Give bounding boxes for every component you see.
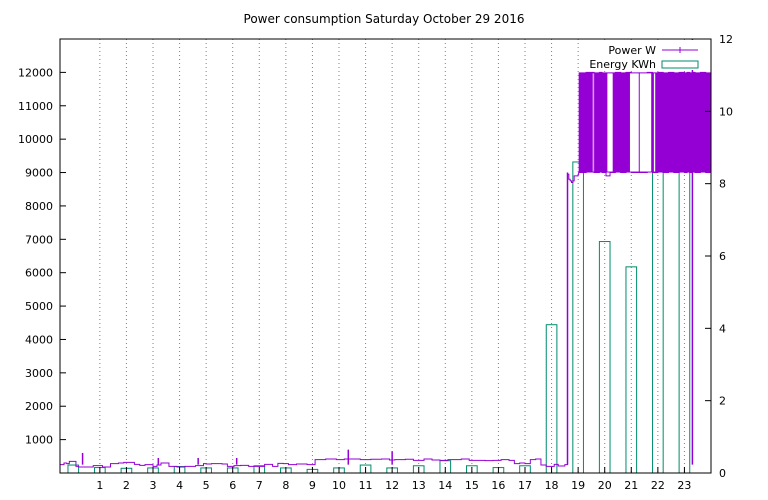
power-band-gap: [629, 73, 652, 172]
x-tick-label: 17: [518, 479, 532, 492]
y-right-tick-label: 0: [719, 467, 726, 480]
x-tick-label: 16: [491, 479, 505, 492]
x-tick-label: 6: [229, 479, 236, 492]
x-tick-label: 13: [412, 479, 426, 492]
y-left-tick-label: 10000: [18, 133, 53, 146]
energy-bar: [572, 161, 584, 474]
x-tick-label: 11: [359, 479, 373, 492]
y-right-tick-label: 2: [719, 395, 726, 408]
chart-title: Power consumption Saturday October 29 20…: [244, 12, 525, 26]
y-right-tick-label: 8: [719, 178, 726, 191]
y-left-tick-label: 8000: [25, 200, 53, 213]
x-tick-label: 23: [677, 479, 691, 492]
y-left-tick-label: 7000: [25, 233, 53, 246]
x-tick-label: 5: [203, 479, 210, 492]
y-left-tick-label: 2000: [25, 400, 53, 413]
x-tick-label: 9: [309, 479, 316, 492]
x-tick-label: 8: [282, 479, 289, 492]
x-tick-label: 15: [465, 479, 479, 492]
axes: 1000 2000 3000 4000 5000 6000 7000 8000 9000 1000…: [18, 33, 733, 492]
energy-bar: [545, 324, 558, 474]
x-tick-label: 19: [571, 479, 585, 492]
energy-bar: [625, 266, 638, 474]
x-tick-label: 10: [332, 479, 346, 492]
y-left-tick-label: 3000: [25, 367, 53, 380]
y-right-tick-label: 6: [719, 250, 726, 263]
x-tick-label: 3: [150, 479, 157, 492]
y-left-tick-label: 12000: [18, 66, 53, 79]
y-left-tick-label: 4000: [25, 333, 53, 346]
x-tick-label: 7: [256, 479, 263, 492]
y-left-tick-label: 11000: [18, 100, 53, 113]
y-left-tick-label: 9000: [25, 167, 53, 180]
x-tick-label: 14: [438, 479, 452, 492]
power-line: [60, 39, 712, 468]
x-tick-label: 22: [651, 479, 665, 492]
x-tick-label: 4: [176, 479, 183, 492]
legend: Power W Energy KWh: [584, 40, 710, 71]
legend-background: [584, 40, 710, 70]
legend-swatch-energy: [661, 60, 699, 69]
legend-label-energy: Energy KWh: [589, 58, 656, 71]
energy-bar: [598, 241, 611, 474]
x-tick-label: 18: [545, 479, 559, 492]
power-band-gap: [653, 73, 656, 172]
y-left-tick-label: 1000: [25, 434, 53, 447]
y-left-tick-label: 6000: [25, 267, 53, 280]
y-left-tick-label: 5000: [25, 300, 53, 313]
x-tick-label: 21: [624, 479, 638, 492]
x-tick-label: 20: [598, 479, 612, 492]
legend-label-power: Power W: [608, 44, 656, 57]
energy-bar: [652, 121, 664, 474]
x-tick-label: 2: [123, 479, 130, 492]
x-tick-label: 1: [96, 479, 103, 492]
y-right-tick-label: 10: [719, 105, 733, 118]
power-band-gap: [607, 73, 613, 172]
x-tick-label: 12: [385, 479, 399, 492]
y-right-tick-label: 4: [719, 322, 726, 335]
y-right-tick-label: 12: [719, 33, 733, 46]
